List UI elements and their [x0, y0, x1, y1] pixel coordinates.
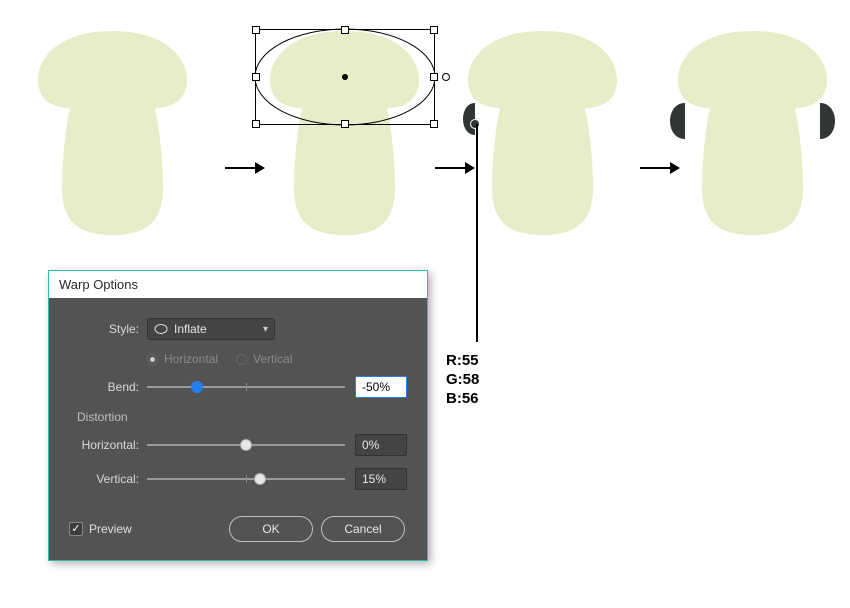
dist-v-input[interactable]: 15%: [355, 468, 407, 490]
dist-h-label: Horizontal:: [69, 438, 139, 452]
ok-button[interactable]: OK: [229, 516, 313, 542]
fig-body: [270, 31, 419, 235]
preview-label: Preview: [89, 522, 132, 536]
ear-left: [670, 103, 685, 139]
bend-slider-thumb[interactable]: [191, 381, 203, 393]
fig-shape-step-4: [675, 25, 830, 235]
cancel-button[interactable]: Cancel: [321, 516, 405, 542]
rgb-g: G:58: [446, 371, 479, 390]
bend-input[interactable]: -50%: [355, 376, 407, 398]
orientation-horizontal-radio[interactable]: [147, 354, 158, 365]
fig-body: [468, 31, 617, 235]
dist-v-slider-thumb[interactable]: [254, 473, 266, 485]
fig-shape-step-3: [465, 25, 620, 235]
style-select[interactable]: Inflate ▾: [147, 318, 275, 340]
warp-options-dialog: Warp Options Style: Inflate ▾ Horizontal…: [48, 270, 428, 561]
orientation-radios: Horizontal Vertical: [147, 352, 407, 366]
rgb-r: R:55: [446, 352, 479, 371]
illustration-steps: [35, 25, 830, 245]
fig-shape-step-2: [260, 25, 430, 235]
rgb-b: B:56: [446, 390, 479, 409]
bend-slider[interactable]: [147, 379, 345, 395]
preview-checkbox[interactable]: [69, 522, 83, 536]
bend-label: Bend:: [69, 380, 139, 394]
arrow-icon: [640, 160, 680, 176]
fig-body: [38, 31, 187, 235]
rgb-readout: R:55 G:58 B:56: [446, 352, 479, 408]
dist-h-slider-thumb[interactable]: [240, 439, 252, 451]
chevron-down-icon: ▾: [263, 324, 268, 335]
orientation-vertical-radio[interactable]: [236, 354, 247, 365]
orientation-horizontal-label: Horizontal: [164, 352, 218, 366]
arrow-icon: [225, 160, 265, 176]
dist-h-input[interactable]: 0%: [355, 434, 407, 456]
color-sample-point: [470, 119, 480, 129]
dist-h-slider[interactable]: [147, 437, 345, 453]
ear-right: [820, 103, 835, 139]
fig-body: [678, 31, 827, 235]
callout-line: [476, 124, 478, 342]
inflate-icon: [154, 322, 168, 336]
dist-v-slider[interactable]: [147, 471, 345, 487]
distortion-header: Distortion: [77, 410, 407, 424]
dialog-title: Warp Options: [49, 271, 427, 298]
rotate-handle-icon: [442, 73, 450, 81]
orientation-vertical-label: Vertical: [253, 352, 292, 366]
dist-v-label: Vertical:: [69, 472, 139, 486]
fig-shape-step-1: [35, 25, 190, 235]
style-value: Inflate: [174, 322, 207, 336]
style-label: Style:: [69, 322, 139, 336]
